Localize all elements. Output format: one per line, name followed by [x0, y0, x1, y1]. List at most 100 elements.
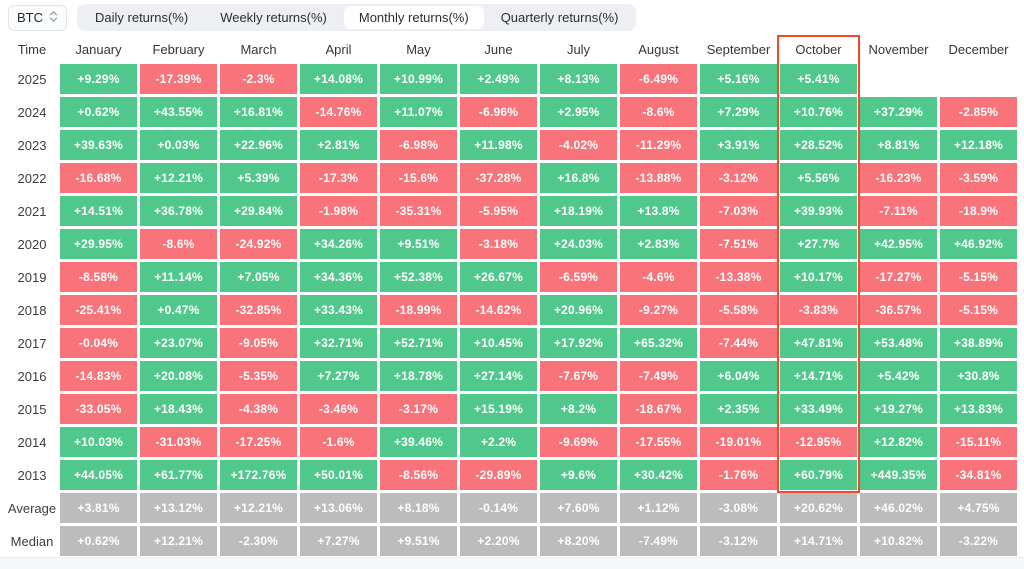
- return-cell-2015-september: +2.35%: [700, 394, 777, 424]
- return-cell-average-may: +8.18%: [380, 493, 457, 523]
- return-cell-2021-november: -7.11%: [860, 196, 937, 226]
- column-header-february: February: [140, 37, 217, 61]
- return-cell-2018-november: -36.57%: [860, 295, 937, 325]
- return-cell-2023-april: +2.81%: [300, 130, 377, 160]
- return-cell-median-march: -2.30%: [220, 526, 297, 556]
- return-cell-2019-october: +10.17%: [780, 262, 857, 292]
- row-label-2017: 2017: [7, 328, 57, 358]
- return-cell-2013-june: -29.89%: [460, 460, 537, 490]
- return-cell-2023-september: +3.91%: [700, 130, 777, 160]
- tab-monthly-returns[interactable]: Monthly returns(%): [344, 6, 484, 29]
- return-cell-median-february: +12.21%: [140, 526, 217, 556]
- return-cell-2025-january: +9.29%: [60, 64, 137, 94]
- return-cell-2014-april: -1.6%: [300, 427, 377, 457]
- return-cell-2016-august: -7.49%: [620, 361, 697, 391]
- return-cell-2018-march: -32.85%: [220, 295, 297, 325]
- return-cell-median-august: -7.49%: [620, 526, 697, 556]
- tab-daily-returns[interactable]: Daily returns(%): [80, 6, 203, 29]
- return-cell-2017-june: +10.45%: [460, 328, 537, 358]
- empty-cell: [940, 64, 1017, 94]
- return-cell-2014-march: -17.25%: [220, 427, 297, 457]
- return-cell-2017-november: +53.48%: [860, 328, 937, 358]
- return-cell-2013-march: +172.76%: [220, 460, 297, 490]
- row-label-2018: 2018: [7, 295, 57, 325]
- return-cell-2018-september: -5.58%: [700, 295, 777, 325]
- return-cell-2021-june: -5.95%: [460, 196, 537, 226]
- tab-quarterly-returns[interactable]: Quarterly returns(%): [486, 6, 634, 29]
- row-label-2015: 2015: [7, 394, 57, 424]
- empty-cell: [860, 64, 937, 94]
- return-cell-2025-june: +2.49%: [460, 64, 537, 94]
- return-cell-average-february: +13.12%: [140, 493, 217, 523]
- return-cell-2015-june: +15.19%: [460, 394, 537, 424]
- return-cell-2021-march: +29.84%: [220, 196, 297, 226]
- return-cell-2024-january: +0.62%: [60, 97, 137, 127]
- return-cell-2021-october: +39.93%: [780, 196, 857, 226]
- column-header-april: April: [300, 37, 377, 61]
- row-label-2013: 2013: [7, 460, 57, 490]
- return-cell-2020-july: +24.03%: [540, 229, 617, 259]
- return-cell-median-january: +0.62%: [60, 526, 137, 556]
- return-cell-2016-april: +7.27%: [300, 361, 377, 391]
- return-cell-2020-august: +2.83%: [620, 229, 697, 259]
- column-header-may: May: [380, 37, 457, 61]
- return-cell-2025-february: -17.39%: [140, 64, 217, 94]
- return-cell-2022-april: -17.3%: [300, 163, 377, 193]
- returns-period-tabs: Daily returns(%)Weekly returns(%)Monthly…: [77, 4, 636, 31]
- return-cell-2017-september: -7.44%: [700, 328, 777, 358]
- row-label-average: Average: [7, 493, 57, 523]
- return-cell-2013-december: -34.81%: [940, 460, 1017, 490]
- return-cell-median-may: +9.51%: [380, 526, 457, 556]
- return-cell-2018-june: -14.62%: [460, 295, 537, 325]
- return-cell-2021-february: +36.78%: [140, 196, 217, 226]
- symbol-select[interactable]: BTC: [8, 5, 67, 31]
- return-cell-2022-january: -16.68%: [60, 163, 137, 193]
- return-cell-median-october: +14.71%: [780, 526, 857, 556]
- row-label-2016: 2016: [7, 361, 57, 391]
- return-cell-2020-january: +29.95%: [60, 229, 137, 259]
- column-header-january: January: [60, 37, 137, 61]
- return-cell-2023-november: +8.81%: [860, 130, 937, 160]
- return-cell-2016-july: -7.67%: [540, 361, 617, 391]
- return-cell-median-june: +2.20%: [460, 526, 537, 556]
- return-cell-2022-october: +5.56%: [780, 163, 857, 193]
- return-cell-2016-september: +6.04%: [700, 361, 777, 391]
- return-cell-2024-april: -14.76%: [300, 97, 377, 127]
- return-cell-2024-september: +7.29%: [700, 97, 777, 127]
- return-cell-median-december: -3.22%: [940, 526, 1017, 556]
- row-label-2014: 2014: [7, 427, 57, 457]
- return-cell-average-june: -0.14%: [460, 493, 537, 523]
- return-cell-2024-march: +16.81%: [220, 97, 297, 127]
- return-cell-2020-october: +27.7%: [780, 229, 857, 259]
- return-cell-2017-december: +38.89%: [940, 328, 1017, 358]
- return-cell-2018-july: +20.96%: [540, 295, 617, 325]
- return-cell-2013-january: +44.05%: [60, 460, 137, 490]
- return-cell-average-november: +46.02%: [860, 493, 937, 523]
- monthly-returns-table: TimeJanuaryFebruaryMarchAprilMayJuneJuly…: [7, 37, 1017, 556]
- return-cell-2022-july: +16.8%: [540, 163, 617, 193]
- return-cell-2015-july: +8.2%: [540, 394, 617, 424]
- return-cell-2020-november: +42.95%: [860, 229, 937, 259]
- return-cell-2025-may: +10.99%: [380, 64, 457, 94]
- return-cell-2013-february: +61.77%: [140, 460, 217, 490]
- return-cell-2025-october: +5.41%: [780, 64, 857, 94]
- column-header-august: August: [620, 37, 697, 61]
- return-cell-2020-may: +9.51%: [380, 229, 457, 259]
- return-cell-2024-august: -8.6%: [620, 97, 697, 127]
- return-cell-2021-august: +13.8%: [620, 196, 697, 226]
- return-cell-2017-july: +17.92%: [540, 328, 617, 358]
- return-cell-average-july: +7.60%: [540, 493, 617, 523]
- return-cell-2015-may: -3.17%: [380, 394, 457, 424]
- return-cell-2015-december: +13.83%: [940, 394, 1017, 424]
- return-cell-2020-april: +34.26%: [300, 229, 377, 259]
- return-cell-2022-august: -13.88%: [620, 163, 697, 193]
- return-cell-2018-february: +0.47%: [140, 295, 217, 325]
- tab-weekly-returns[interactable]: Weekly returns(%): [205, 6, 342, 29]
- row-label-2022: 2022: [7, 163, 57, 193]
- return-cell-2018-december: -5.15%: [940, 295, 1017, 325]
- return-cell-2016-february: +20.08%: [140, 361, 217, 391]
- return-cell-2022-december: -3.59%: [940, 163, 1017, 193]
- return-cell-2019-september: -13.38%: [700, 262, 777, 292]
- return-cell-2013-august: +30.42%: [620, 460, 697, 490]
- return-cell-2020-september: -7.51%: [700, 229, 777, 259]
